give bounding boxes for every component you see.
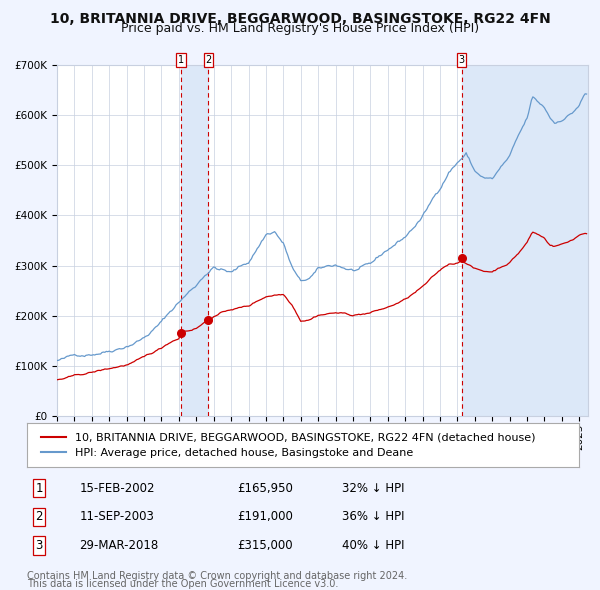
Text: 1: 1 bbox=[178, 55, 184, 65]
Bar bbox=[461, 65, 588, 416]
Bar bbox=[181, 65, 208, 416]
Text: £191,000: £191,000 bbox=[237, 510, 293, 523]
Text: 40% ↓ HPI: 40% ↓ HPI bbox=[341, 539, 404, 552]
Text: 36% ↓ HPI: 36% ↓ HPI bbox=[341, 510, 404, 523]
Text: 11-SEP-2003: 11-SEP-2003 bbox=[79, 510, 154, 523]
Text: £165,950: £165,950 bbox=[237, 481, 293, 494]
Text: 1: 1 bbox=[35, 481, 43, 494]
Text: 10, BRITANNIA DRIVE, BEGGARWOOD, BASINGSTOKE, RG22 4FN: 10, BRITANNIA DRIVE, BEGGARWOOD, BASINGS… bbox=[50, 12, 550, 26]
Text: This data is licensed under the Open Government Licence v3.0.: This data is licensed under the Open Gov… bbox=[27, 579, 338, 589]
Text: 3: 3 bbox=[458, 55, 464, 65]
Text: 32% ↓ HPI: 32% ↓ HPI bbox=[341, 481, 404, 494]
Text: Contains HM Land Registry data © Crown copyright and database right 2024.: Contains HM Land Registry data © Crown c… bbox=[27, 571, 407, 581]
Text: 15-FEB-2002: 15-FEB-2002 bbox=[79, 481, 155, 494]
Text: 29-MAR-2018: 29-MAR-2018 bbox=[79, 539, 158, 552]
Text: 3: 3 bbox=[35, 539, 43, 552]
Text: 2: 2 bbox=[205, 55, 212, 65]
Text: £315,000: £315,000 bbox=[237, 539, 292, 552]
Legend: 10, BRITANNIA DRIVE, BEGGARWOOD, BASINGSTOKE, RG22 4FN (detached house), HPI: Av: 10, BRITANNIA DRIVE, BEGGARWOOD, BASINGS… bbox=[38, 430, 539, 461]
Text: Price paid vs. HM Land Registry's House Price Index (HPI): Price paid vs. HM Land Registry's House … bbox=[121, 22, 479, 35]
Text: 2: 2 bbox=[35, 510, 43, 523]
